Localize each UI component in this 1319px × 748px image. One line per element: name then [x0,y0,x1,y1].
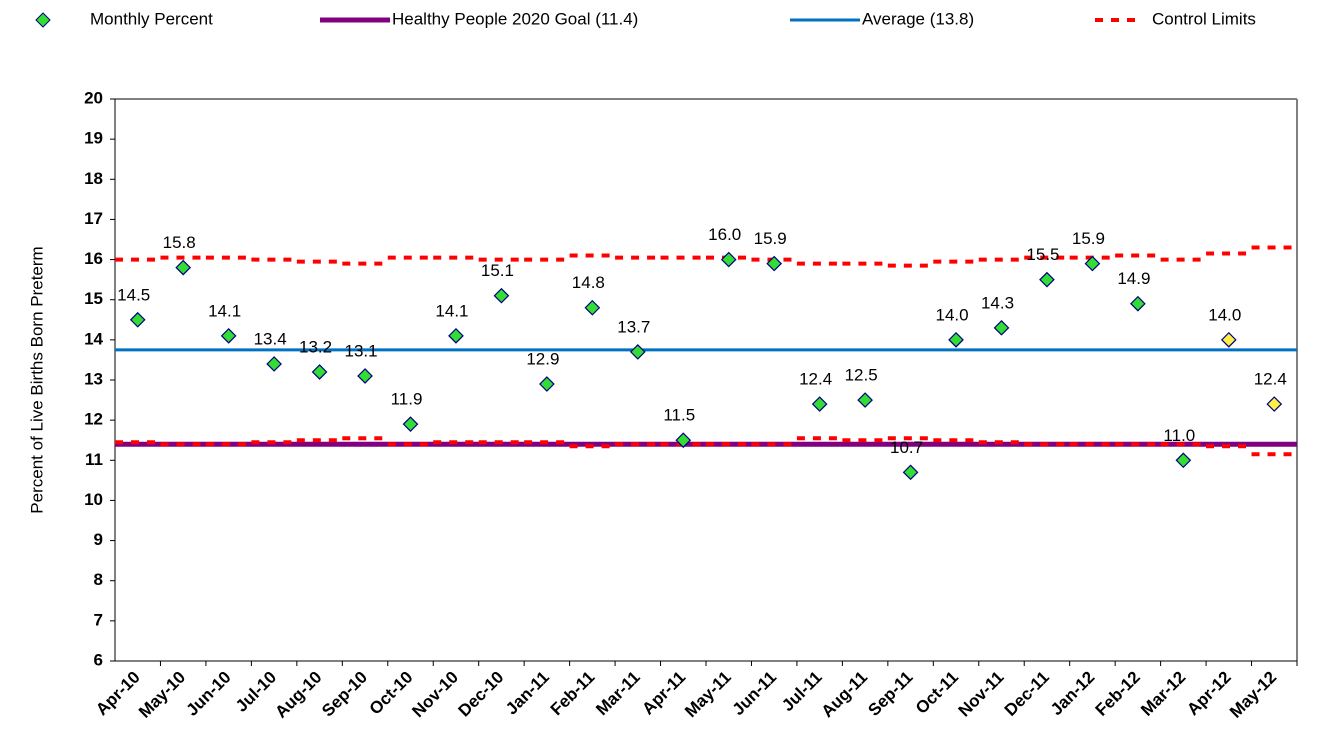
x-tick-label: Nov-11 [955,668,1008,721]
data-point [1130,295,1146,312]
data-label: 11.5 [663,406,695,425]
data-point [220,327,237,344]
legend-label: Healthy People 2020 Goal (11.4) [392,9,638,28]
data-label: 14.1 [208,301,241,320]
y-tick-label: 16 [84,249,103,268]
data-label: 10.7 [890,438,923,457]
x-tick-label: May-12 [1226,668,1280,722]
data-label: 15.8 [163,233,196,252]
data-label: 11.0 [1163,426,1195,445]
y-tick-label: 10 [84,490,103,509]
y-tick-label: 9 [94,530,103,549]
legend-label: Average (13.8) [862,9,974,28]
x-tick-label: Feb-11 [547,668,599,720]
x-tick-label: Jan-12 [1047,668,1099,720]
y-axis-label: Percent of Live Births Born Preterm [27,246,46,513]
data-label: 15.9 [754,229,787,248]
data-label: 14.8 [572,273,605,292]
x-tick-label: Sep-11 [864,668,916,720]
x-tick-label: May-10 [135,668,189,722]
legend-label: Control Limits [1152,9,1256,28]
data-point [129,311,146,328]
y-tick-label: 18 [84,169,103,188]
data-label: 15.5 [1026,245,1059,264]
data-point [857,392,873,408]
data-label: 15.1 [481,261,514,280]
x-tick-label: Aug-11 [818,668,872,722]
data-point [539,376,555,392]
data-point [766,255,783,272]
data-point [1220,332,1237,348]
x-tick-label: Dec-11 [1001,668,1053,720]
data-point [1084,255,1101,272]
x-tick-label: Jun-11 [729,668,781,720]
x-tick-label: Dec-10 [455,668,508,721]
data-label: 13.4 [254,329,287,348]
x-tick-label: Apr-10 [92,668,144,720]
y-tick-label: 12 [84,410,103,429]
data-point [311,364,328,380]
data-point [720,251,737,268]
legend-marker [35,12,51,28]
data-point [902,464,919,481]
data-label: 12.5 [845,366,878,385]
data-label: 14.3 [981,293,1014,312]
y-tick-label: 19 [84,129,103,148]
x-tick-label: Mar-11 [592,668,644,720]
x-tick-label: Jan-11 [502,668,553,719]
x-tick-label: May-11 [681,668,735,722]
y-tick-label: 7 [94,610,103,629]
data-label: 13.2 [299,337,332,356]
data-label: 14.0 [1208,305,1241,324]
y-tick-label: 8 [94,570,103,589]
x-tick-label: Aug-10 [271,668,325,722]
data-point [1266,396,1283,412]
y-tick-label: 14 [84,329,103,348]
data-point [675,432,692,449]
data-point [629,344,646,360]
x-tick-label: Oct-10 [366,668,417,719]
data-point [811,396,828,412]
data-point [948,332,964,348]
data-label: 16.0 [708,225,741,244]
x-tick-label: Sep-10 [318,668,371,721]
data-label: 14.0 [935,305,968,324]
data-point [266,356,282,372]
y-tick-label: 20 [84,88,103,107]
data-point [1039,271,1055,288]
data-point [493,287,510,304]
y-tick-label: 6 [94,650,103,669]
x-tick-label: Oct-11 [912,668,962,718]
data-label: 11.9 [391,390,423,409]
x-tick-label: Apr-11 [638,668,689,719]
data-label: 14.5 [117,285,150,304]
y-tick-label: 17 [84,209,103,228]
data-point [993,319,1010,336]
x-tick-label: Apr-12 [1183,668,1235,720]
y-tick-label: 11 [85,450,103,469]
x-tick-label: Jun-10 [182,668,234,720]
x-tick-label: Feb-12 [1092,668,1144,720]
data-label: 14.9 [1117,269,1150,288]
data-label: 12.4 [799,370,832,389]
y-tick-label: 13 [84,369,103,388]
data-label: 14.1 [435,301,468,320]
x-tick-label: Mar-12 [1137,668,1189,720]
data-label: 12.4 [1254,370,1287,389]
data-label: 13.1 [344,341,377,360]
data-point [1175,452,1192,469]
data-label: 15.9 [1072,229,1105,248]
legend-label: Monthly Percent [90,9,213,28]
data-point [357,368,373,384]
data-point [448,327,464,344]
data-point [584,299,601,316]
y-tick-label: 15 [84,289,103,308]
data-label: 12.9 [526,349,559,368]
data-point [402,416,419,433]
data-point [175,259,192,276]
data-label: 13.7 [617,317,650,336]
x-tick-label: Nov-10 [408,668,462,722]
